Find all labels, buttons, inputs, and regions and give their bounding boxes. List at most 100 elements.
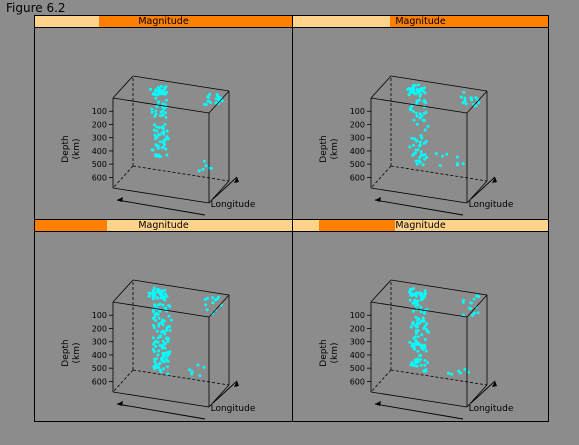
- data-point: [419, 353, 423, 357]
- data-point: [423, 324, 427, 328]
- data-point: [408, 340, 412, 344]
- data-point: [164, 137, 168, 141]
- depth-tick-label: 100: [350, 311, 365, 320]
- latitude-arrow: [374, 199, 464, 216]
- longitude-arrow: [470, 176, 496, 200]
- strip-label: Magnitude: [395, 220, 446, 231]
- box-edge: [390, 279, 488, 296]
- data-point: [476, 311, 480, 315]
- data-point: [468, 306, 472, 310]
- data-point: [211, 296, 215, 300]
- data-point: [419, 319, 423, 323]
- data-point: [157, 126, 161, 129]
- data-point: [166, 354, 169, 358]
- depth-tick-label: 100: [92, 311, 107, 320]
- data-point: [463, 99, 467, 103]
- box-edge: [208, 180, 230, 204]
- data-point: [211, 301, 215, 305]
- data-point: [413, 137, 417, 141]
- data-point: [165, 295, 169, 298]
- data-point: [423, 91, 427, 95]
- data-point: [150, 110, 154, 114]
- data-point: [188, 368, 192, 372]
- data-point: [158, 154, 162, 158]
- box-edge: [132, 279, 230, 296]
- longitude-label: Longitude: [469, 200, 514, 210]
- data-point: [424, 369, 428, 373]
- panel-divider-horizontal: [35, 219, 548, 220]
- data-point: [415, 325, 419, 329]
- data-point: [418, 98, 421, 102]
- data-point: [160, 346, 164, 350]
- depth-tick-label: 600: [350, 173, 365, 182]
- depth-tick-label: 300: [350, 134, 365, 143]
- data-point: [190, 372, 194, 376]
- longitude-arrow: [212, 176, 238, 200]
- data-point: [413, 347, 416, 351]
- box-edge: [112, 391, 210, 408]
- data-point: [167, 303, 171, 307]
- data-point: [408, 298, 412, 302]
- data-point: [162, 367, 165, 371]
- box-edge: [466, 294, 488, 318]
- data-point: [153, 114, 157, 118]
- data-point: [425, 322, 429, 326]
- data-point: [413, 298, 417, 302]
- data-point: [159, 292, 163, 295]
- data-point: [412, 287, 415, 291]
- data-point: [462, 313, 465, 317]
- data-point: [154, 339, 158, 343]
- panel-bottom-left: Magnitude 100200300400500600Depth(km)Lat…: [35, 220, 292, 421]
- strip-bottom-right: Magnitude: [293, 220, 548, 232]
- longitude-label: Longitude: [211, 404, 256, 414]
- data-point: [457, 369, 461, 373]
- shingle-bar: [99, 16, 292, 27]
- data-point: [156, 353, 160, 357]
- plot-bottom-right: 100200300400500600Depth(km)LatitudeLongi…: [319, 279, 514, 420]
- data-point: [156, 290, 160, 294]
- depth-axis-label: Depth: [319, 135, 329, 162]
- depth-axis-label: Depth: [319, 339, 329, 366]
- depth-axis-unit: (km): [330, 342, 340, 363]
- data-point: [154, 109, 158, 113]
- longitude-arrowhead: [492, 177, 497, 183]
- data-point: [154, 96, 158, 100]
- data-point: [423, 128, 427, 132]
- box-edge: [390, 75, 488, 92]
- box-edge-hidden: [132, 369, 230, 386]
- data-point: [162, 92, 166, 96]
- strip-label: Magnitude: [138, 16, 189, 27]
- shingle-bar: [35, 220, 107, 231]
- data-point: [153, 360, 157, 364]
- data-point: [422, 311, 426, 315]
- data-point: [414, 291, 418, 295]
- longitude-arrowhead: [492, 381, 497, 387]
- data-point: [415, 114, 419, 118]
- data-point: [167, 336, 171, 340]
- data-point: [419, 293, 422, 297]
- panel-divider-vertical: [292, 16, 293, 421]
- data-point: [190, 370, 194, 374]
- data-point: [152, 365, 156, 369]
- box-edge: [208, 90, 230, 114]
- data-point: [464, 102, 468, 106]
- data-point: [412, 118, 416, 122]
- data-point: [423, 99, 427, 102]
- data-point: [156, 86, 160, 90]
- data-point: [459, 95, 463, 99]
- depth-tick-label: 300: [92, 338, 107, 347]
- data-point: [164, 147, 168, 151]
- data-point: [421, 347, 425, 351]
- latitude-arrowhead: [117, 197, 123, 202]
- latitude-arrowhead: [117, 401, 123, 406]
- data-point: [406, 87, 410, 91]
- data-point: [459, 371, 462, 375]
- longitude-label: Longitude: [211, 200, 256, 210]
- data-point: [424, 349, 428, 353]
- depth-axis-unit: (km): [72, 138, 82, 159]
- data-point: [472, 311, 476, 315]
- depth-tick-label: 500: [92, 160, 107, 169]
- data-point: [415, 360, 419, 364]
- box-edge-hidden: [390, 165, 488, 182]
- data-point: [425, 156, 429, 159]
